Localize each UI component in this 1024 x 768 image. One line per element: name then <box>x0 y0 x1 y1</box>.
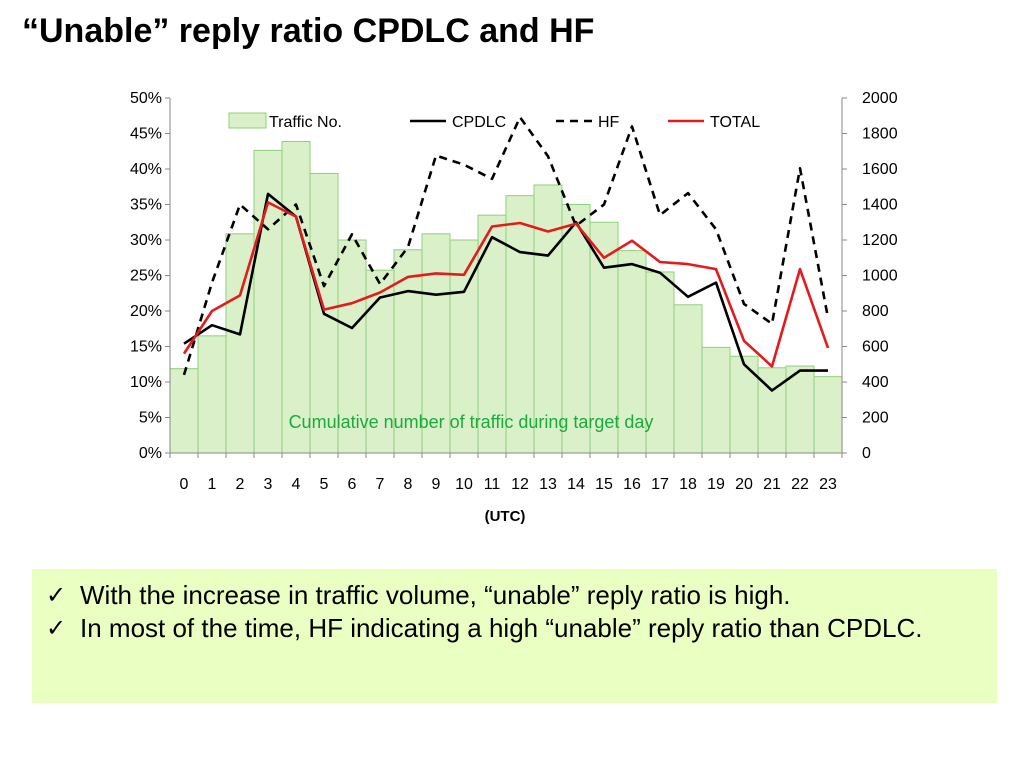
traffic-bar <box>169 368 199 454</box>
traffic-bar <box>589 221 619 454</box>
y-left-tick-label: 30% <box>130 232 162 249</box>
x-tick-label: 8 <box>404 476 413 493</box>
traffic-bar <box>813 376 843 454</box>
axes: 0%5%10%15%20%25%30%35%40%45%50%020040060… <box>130 90 898 493</box>
page-title: “Unable” reply ratio CPDLC and HF <box>22 12 595 50</box>
y-right-tick-label: 1800 <box>862 126 898 143</box>
x-tick-label: 3 <box>264 476 273 493</box>
y-left-tick-label: 0% <box>139 445 162 462</box>
series-line-total <box>182 201 830 368</box>
x-tick-label: 6 <box>348 476 357 493</box>
y-left-tick-label: 35% <box>130 197 162 214</box>
traffic-bar <box>729 355 759 454</box>
x-tick-label: 23 <box>819 476 837 493</box>
legend-swatch-traffic <box>228 112 267 129</box>
x-tick-label: 7 <box>376 476 385 493</box>
y-right-tick-label: 1000 <box>862 268 898 285</box>
y-left-tick-label: 10% <box>130 374 162 391</box>
traffic-bars <box>169 140 843 454</box>
x-tick-label: 18 <box>679 476 697 493</box>
note-item: ✓ With the increase in traffic volume, “… <box>46 579 983 612</box>
traffic-bar <box>197 335 227 454</box>
y-right-tick-label: 1200 <box>862 232 898 249</box>
legend: Traffic No. CPDLC HF TOTAL <box>228 112 760 131</box>
legend-label: CPDLC <box>452 114 506 131</box>
x-tick-label: 21 <box>763 476 781 493</box>
y-left-tick-label: 40% <box>130 161 162 178</box>
legend-label: TOTAL <box>710 114 760 131</box>
legend-label: HF <box>598 114 620 131</box>
y-right-tick-label: 0 <box>862 445 871 462</box>
traffic-bar <box>617 250 647 454</box>
x-tick-label: 9 <box>432 476 441 493</box>
x-tick-label: 2 <box>236 476 245 493</box>
y-right-tick-label: 1600 <box>862 161 898 178</box>
notes-box: ✓ With the increase in traffic volume, “… <box>32 569 997 703</box>
x-tick-label: 4 <box>292 476 301 493</box>
legend-label: Traffic No. <box>269 114 342 131</box>
y-left-tick-label: 25% <box>130 268 162 285</box>
series-line-hf <box>182 115 830 376</box>
y-left-tick-label: 45% <box>130 126 162 143</box>
note-text: In most of the time, HF indicating a hig… <box>80 613 923 643</box>
x-tick-label: 14 <box>567 476 585 493</box>
note-text: With the increase in traffic volume, “un… <box>80 580 791 610</box>
x-tick-label: 5 <box>320 476 329 493</box>
y-right-tick-label: 800 <box>862 303 889 320</box>
x-tick-label: 20 <box>735 476 753 493</box>
x-tick-label: 22 <box>791 476 809 493</box>
traffic-bar <box>225 233 255 454</box>
check-icon: ✓ <box>46 581 67 609</box>
y-left-tick-label: 20% <box>130 303 162 320</box>
series-lines <box>182 115 830 392</box>
note-item: ✓ In most of the time, HF indicating a h… <box>46 612 983 645</box>
y-right-tick-label: 2000 <box>862 90 898 107</box>
x-tick-label: 16 <box>623 476 641 493</box>
y-right-tick-label: 200 <box>862 410 889 427</box>
y-right-tick-label: 600 <box>862 339 889 356</box>
y-left-tick-label: 50% <box>130 90 162 107</box>
traffic-bar <box>281 140 311 454</box>
y-right-tick-label: 400 <box>862 374 889 391</box>
x-axis-label: (UTC) <box>485 508 526 525</box>
x-tick-label: 10 <box>455 476 473 493</box>
x-tick-label: 0 <box>180 476 189 493</box>
x-tick-label: 12 <box>511 476 529 493</box>
traffic-bar <box>701 346 731 454</box>
traffic-bar <box>645 271 675 454</box>
y-left-tick-label: 15% <box>130 339 162 356</box>
y-left-tick-label: 5% <box>139 410 162 427</box>
traffic-bar <box>505 195 535 454</box>
traffic-bar <box>785 365 815 454</box>
check-icon: ✓ <box>46 614 67 642</box>
traffic-bar <box>561 204 591 454</box>
x-tick-label: 1 <box>208 476 217 493</box>
x-tick-label: 15 <box>595 476 613 493</box>
traffic-bar <box>673 304 703 454</box>
x-tick-label: 19 <box>707 476 725 493</box>
chart-annotation: Cumulative number of traffic during targ… <box>289 412 654 432</box>
y-right-tick-label: 1400 <box>862 197 898 214</box>
x-tick-label: 17 <box>651 476 669 493</box>
x-tick-label: 11 <box>484 476 501 493</box>
x-tick-label: 13 <box>539 476 557 493</box>
chart: 0%5%10%15%20%25%30%35%40%45%50%020040060… <box>130 90 898 525</box>
